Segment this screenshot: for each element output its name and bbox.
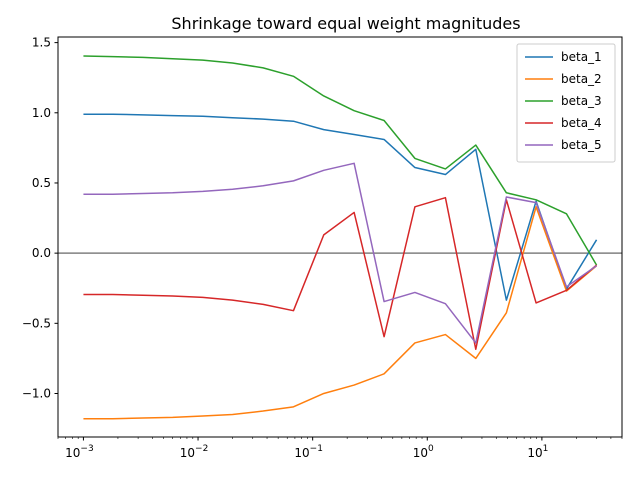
y-tick-label: 0.0 [32, 246, 51, 260]
y-tick-label: −1.0 [22, 386, 51, 400]
x-tick-base: 10 [180, 446, 195, 460]
series-line-beta_1 [83, 113, 598, 301]
y-tick-label: −0.5 [22, 316, 51, 330]
series-line-beta_4 [83, 196, 598, 351]
x-tick-base: 10 [294, 446, 309, 460]
x-tick-label: 10−2 [180, 444, 209, 460]
series-line-beta_5 [83, 162, 598, 344]
legend-label-beta_2: beta_2 [561, 72, 602, 86]
x-tick-base: 10 [413, 446, 428, 460]
x-tick-exponent: −1 [310, 444, 323, 454]
y-tick-label: 0.5 [32, 176, 51, 190]
legend: beta_1 beta_2 beta_3 beta_4 beta_5 [516, 43, 616, 163]
x-tick-base: 10 [65, 446, 80, 460]
x-tick-exponent: −2 [195, 444, 208, 454]
y-tick-label: 1.0 [32, 106, 51, 120]
x-tick-exponent: −3 [80, 444, 93, 454]
x-tick-label: 10−3 [65, 444, 94, 460]
legend-label-beta_1: beta_1 [561, 50, 602, 64]
x-tick-exponent: 1 [543, 444, 549, 454]
y-tick-label: 1.5 [32, 36, 51, 50]
series-line-beta_2 [83, 206, 598, 420]
x-tick-label: 10−1 [294, 444, 323, 460]
axes-frame [57, 36, 623, 438]
chart-title: Shrinkage toward equal weight magnitudes [171, 14, 520, 33]
series-line-beta_3 [83, 55, 598, 266]
x-tick-label: 101 [527, 444, 548, 460]
legend-label-beta_3: beta_3 [561, 94, 602, 108]
legend-box [516, 43, 616, 163]
legend-label-beta_5: beta_5 [561, 138, 602, 152]
x-tick-base: 10 [527, 446, 542, 460]
plot-area: 1.51.00.50.0−0.5−1.010−3 10−2 10−1 100 101 [22, 36, 623, 460]
x-tick-label: 100 [413, 444, 434, 460]
x-tick-exponent: 0 [428, 444, 434, 454]
legend-label-beta_4: beta_4 [561, 116, 602, 130]
